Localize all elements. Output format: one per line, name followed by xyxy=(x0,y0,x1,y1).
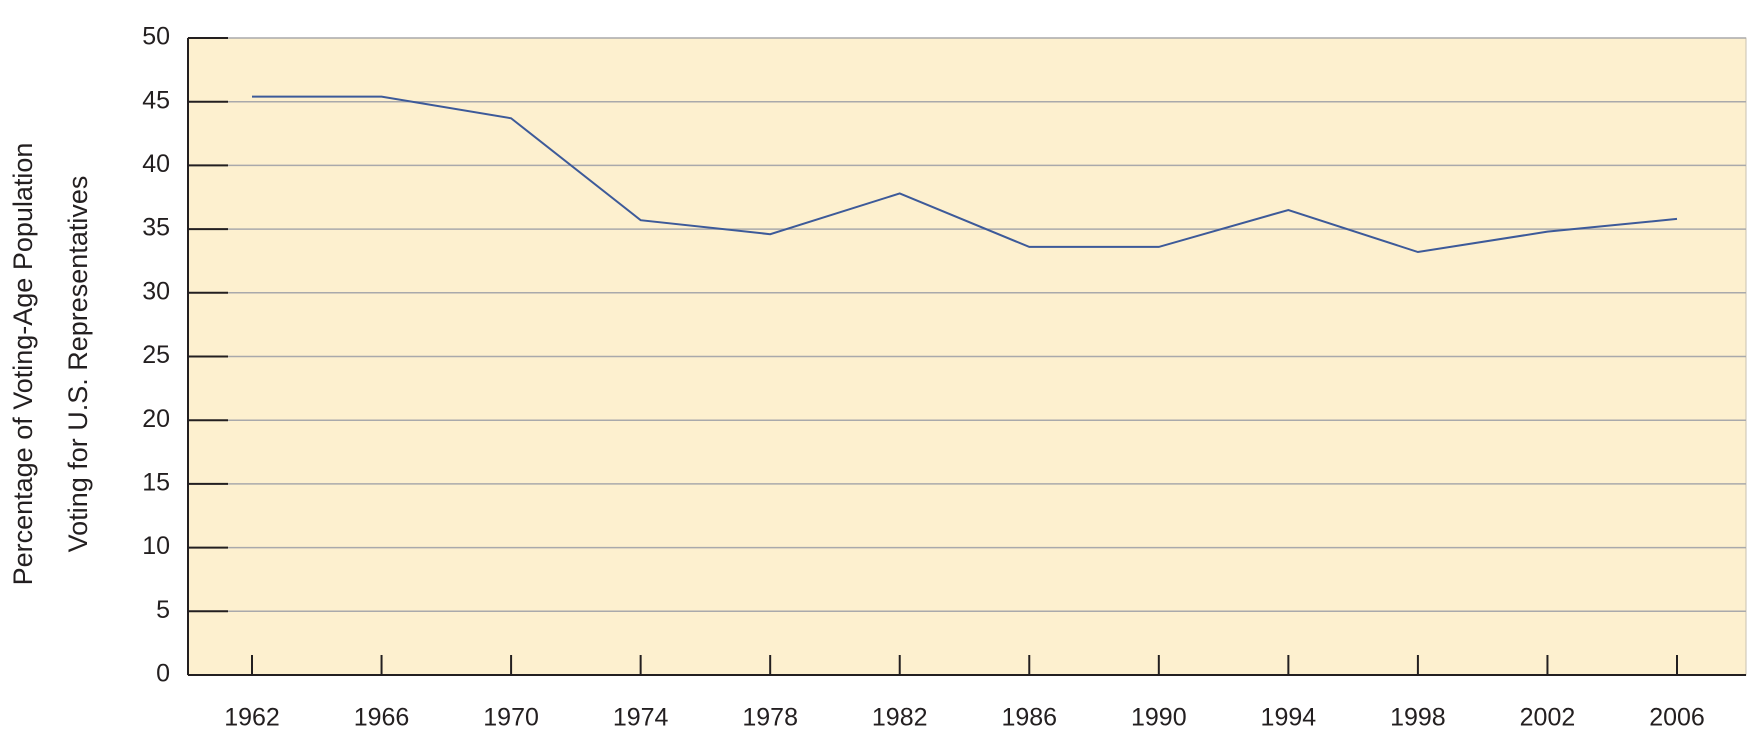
x-tick-label: 2006 xyxy=(1649,704,1705,730)
y-tick-label: 35 xyxy=(142,214,170,242)
y-tick-label: 20 xyxy=(142,405,170,433)
y-tick-label: 25 xyxy=(142,341,170,369)
y-tick-label: 50 xyxy=(142,23,170,51)
y-axis-title: Percentage of Voting-Age Population xyxy=(8,143,38,586)
x-tick-label: 1966 xyxy=(354,704,410,730)
y-tick-label: 10 xyxy=(142,532,170,560)
y-tick-label: 30 xyxy=(142,277,170,305)
x-tick-label: 1970 xyxy=(483,704,539,730)
x-tick-label: 1978 xyxy=(742,704,798,730)
y-tick-label: 15 xyxy=(142,469,170,497)
y-tick-label: 40 xyxy=(142,150,170,178)
data-line xyxy=(252,95,1678,254)
x-tick-label: 1974 xyxy=(613,704,669,730)
x-tick-label: 2002 xyxy=(1520,704,1576,730)
x-tick-label: 1990 xyxy=(1131,704,1187,730)
x-tick-label: 1994 xyxy=(1261,704,1317,730)
y-axis-title: Voting for U.S. Representatives xyxy=(63,176,93,553)
x-tick-label: 1982 xyxy=(872,704,928,730)
y-tick-label: 5 xyxy=(156,596,170,624)
x-tick-label: 1962 xyxy=(224,704,280,730)
x-tick-label: 1998 xyxy=(1390,704,1446,730)
x-tick-label: 1986 xyxy=(1001,704,1057,730)
y-tick-label: 0 xyxy=(156,660,170,688)
y-tick-label: 45 xyxy=(142,86,170,114)
